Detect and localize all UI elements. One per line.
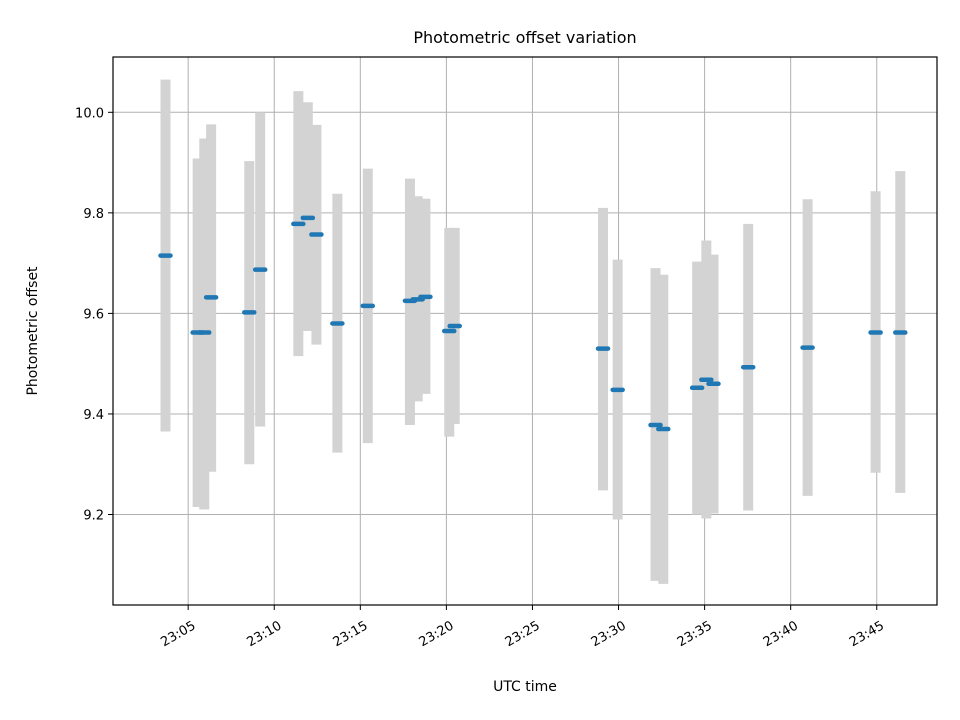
y-tick-label: 9.8 [83,207,104,222]
y-tick-label: 10.0 [75,106,104,121]
y-axis-label: Photometric offset [25,266,41,396]
y-tick-label: 9.2 [83,509,104,524]
y-tick-label: 9.4 [83,408,104,423]
plot-frame [112,56,938,606]
data-points [158,215,908,432]
x-axis-label: UTC time [493,679,557,695]
y-axis-ticks: 9.2 9.4 9.6 9.8 10.0 [75,106,113,524]
y-tick-label: 9.6 [83,307,104,322]
chart-title: Photometric offset variation [413,28,636,47]
